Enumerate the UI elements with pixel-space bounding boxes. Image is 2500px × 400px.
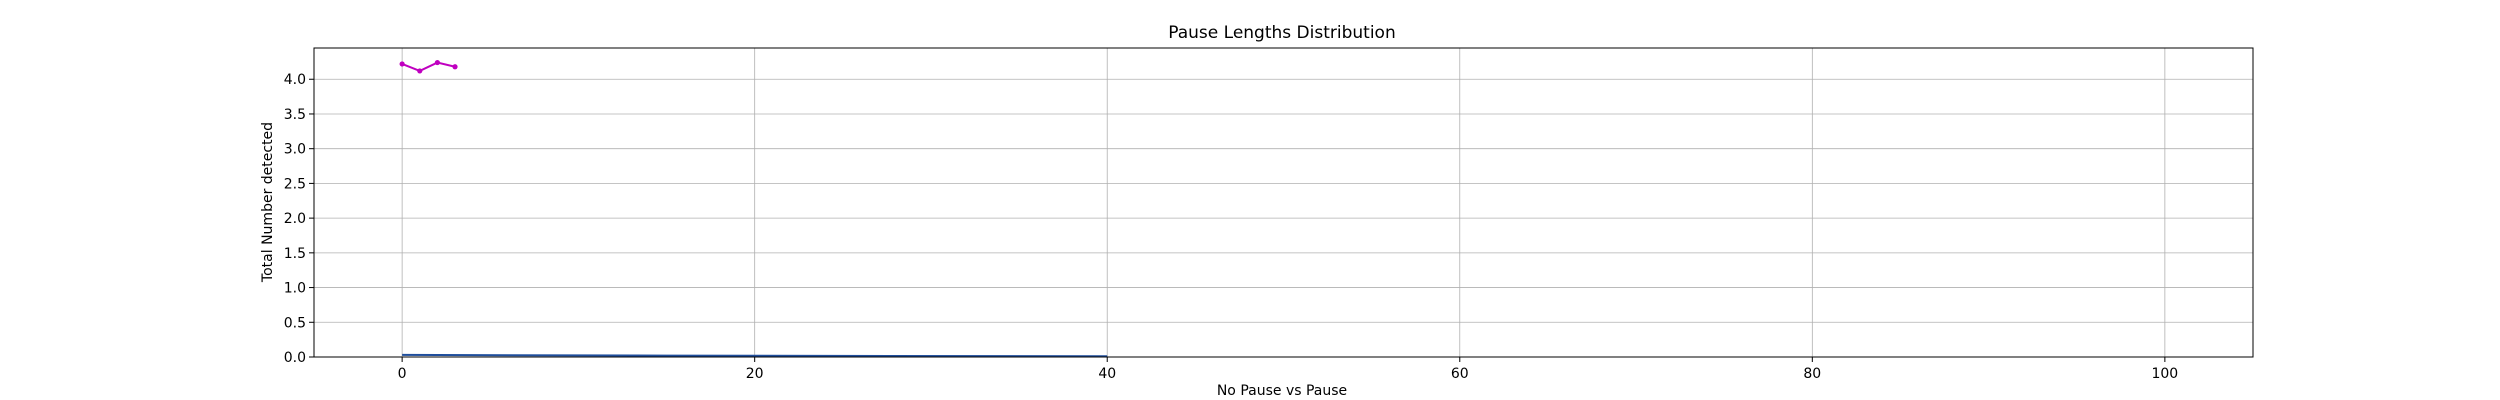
series-point [452,64,458,70]
plot-frame [313,47,2254,358]
y-tick-label: 2.0 [284,211,306,227]
series-point [399,61,405,67]
chart-title: Pause Lengths Distribution [1168,23,1395,43]
y-tick-label: 0.5 [284,315,306,331]
axis-ticks: 0 20 40 60 80 100 0.0 0.5 1.0 1.5 2.0 2.5 3.0 3.5 4.0 [284,72,2178,382]
x-tick-label: 0 [398,366,407,382]
y-tick-label: 4.0 [284,72,306,88]
y-tick-label: 1.5 [284,246,306,262]
series-line-2 [402,353,1108,358]
x-tick-label: 60 [1451,366,1469,382]
x-tick-label: 80 [1803,366,1821,382]
y-tick-label: 2.5 [284,176,306,192]
y-tick-label: 1.0 [284,281,306,297]
data-series [399,59,1108,358]
x-axis-title: No Pause vs Pause [1217,383,1347,399]
series-line-1 [401,61,456,73]
y-axis-title: Total Number detected [260,122,276,283]
x-tick-label: 20 [746,366,764,382]
series-point [417,68,423,74]
grid-lines [314,48,2253,358]
series-point [434,59,440,66]
y-tick-label: 3.5 [284,107,306,123]
x-tick-label: 100 [2151,366,2178,382]
y-tick-label: 3.0 [284,142,306,158]
x-tick-label: 40 [1098,366,1116,382]
y-tick-label: 0.0 [284,350,306,366]
